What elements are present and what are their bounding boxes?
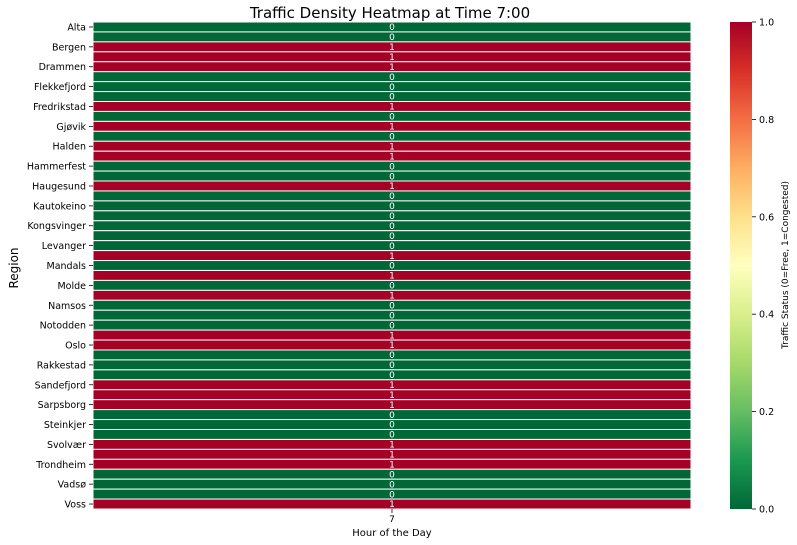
y-tick-label: Sarpsborg [38,400,86,411]
cell-value-label: 0 [389,83,395,93]
cell-value-label: 1 [389,500,395,510]
cell-value-label: 1 [389,53,395,63]
cell-value-label: 0 [389,301,395,311]
cell-value-label: 0 [389,321,395,331]
cell-value-label: 1 [389,401,395,411]
y-tick-label: Sandefjord [35,380,86,391]
cell-value-label: 0 [389,93,395,103]
colorbar-tick-label: 1.0 [759,18,774,29]
cell-value-label: 1 [389,43,395,53]
colorbar-tick-label: 0.6 [759,212,774,223]
y-tick-label: Halden [52,142,86,153]
cell-value-label: 0 [389,262,395,272]
y-tick-label: Steinkjer [44,420,86,431]
y-tick-label: Trondheim [35,460,86,471]
x-axis-label: Hour of the Day [352,528,432,539]
cell-value-label: 1 [389,152,395,162]
cell-value-label: 0 [389,351,395,361]
y-tick-label: Namsos [48,301,86,312]
cell-value-label: 0 [389,411,395,421]
cell-value-label: 0 [389,23,395,33]
cell-value-label: 1 [389,182,395,192]
y-tick-label: Rakkestad [37,360,86,371]
cell-value-label: 0 [389,242,395,252]
y-tick-label: Flekkefjord [34,82,86,93]
cell-value-label: 0 [389,222,395,232]
cell-value-label: 1 [389,331,395,341]
cell-value-label: 0 [389,311,395,321]
cell-value-label: 0 [389,480,395,490]
cell-value-label: 0 [389,431,395,441]
cell-value-label: 0 [389,490,395,500]
cell-value-label: 1 [389,123,395,133]
y-tick-label: Svolvær [47,440,86,451]
y-tick-label: Alta [67,22,86,33]
cell-value-label: 0 [389,232,395,242]
cell-value-label: 0 [389,172,395,182]
cell-value-label: 0 [389,113,395,123]
cell-value-label: 1 [389,341,395,351]
cell-value-label: 0 [389,73,395,83]
cell-value-label: 0 [389,132,395,142]
colorbar [730,22,752,509]
y-tick-label: Molde [57,281,86,292]
cell-value-label: 1 [389,441,395,451]
cell-value-label: 0 [389,212,395,222]
cell-value-label: 1 [389,63,395,73]
colorbar-ticks: 0.0 0.2 0.4 0.6 0.8 1.0 [752,18,774,516]
y-tick-label: Oslo [65,341,86,352]
cell-value-label: 1 [389,391,395,401]
heatmap-cell-labels: 0011100010101100100000010101000110001110… [389,23,395,510]
cell-value-label: 0 [389,470,395,480]
colorbar-tick-label: 0.0 [759,505,774,516]
cell-value-label: 1 [389,103,395,113]
y-tick-label: Notodden [40,321,86,332]
colorbar-tick-label: 0.4 [759,310,774,321]
cell-value-label: 0 [389,282,395,292]
y-tick-label: Gjøvik [56,122,86,133]
cell-value-label: 1 [389,272,395,282]
cell-value-label: 1 [389,460,395,470]
y-tick-label: Haugesund [32,181,86,192]
heatmap-cells [92,21,692,510]
y-axis-label: Region [7,247,21,288]
cell-value-label: 0 [389,192,395,202]
cell-value-label: 0 [389,361,395,371]
y-tick-label: Bergen [52,42,86,53]
cell-value-label: 0 [389,421,395,431]
y-tick-label: Mandals [47,261,87,272]
y-tick-label: Voss [65,500,87,511]
cell-value-label: 1 [389,142,395,152]
y-tick-label: Kongsvinger [27,221,86,232]
chart-title: Traffic Density Heatmap at Time 7:00 [249,4,530,22]
y-tick-label: Levanger [42,241,86,252]
cell-value-label: 1 [389,381,395,391]
colorbar-tick-label: 0.2 [759,407,774,418]
colorbar-tick-label: 0.8 [759,115,774,126]
x-tick-label: 7 [389,515,395,525]
y-tick-label: Hammerfest [27,162,86,173]
cell-value-label: 0 [389,202,395,212]
cell-value-label: 0 [389,33,395,43]
y-tick-label: Fredrikstad [33,102,86,113]
cell-value-label: 0 [389,162,395,172]
cell-value-label: 1 [389,292,395,302]
cell-value-label: 0 [389,371,395,381]
y-tick-label: Drammen [39,62,86,73]
colorbar-label: Traffic Status (0=Free, 1=Congested) [781,181,791,350]
x-tick-labels: 7 [389,509,395,525]
y-tick-label: Kautokeino [33,201,86,212]
y-tick-labels: Alta Bergen Drammen Flekkefjord Fredrikstad G… [27,22,93,511]
cell-value-label: 1 [389,252,395,262]
y-tick-label: Vadsø [58,480,87,491]
cell-value-label: 1 [389,451,395,461]
